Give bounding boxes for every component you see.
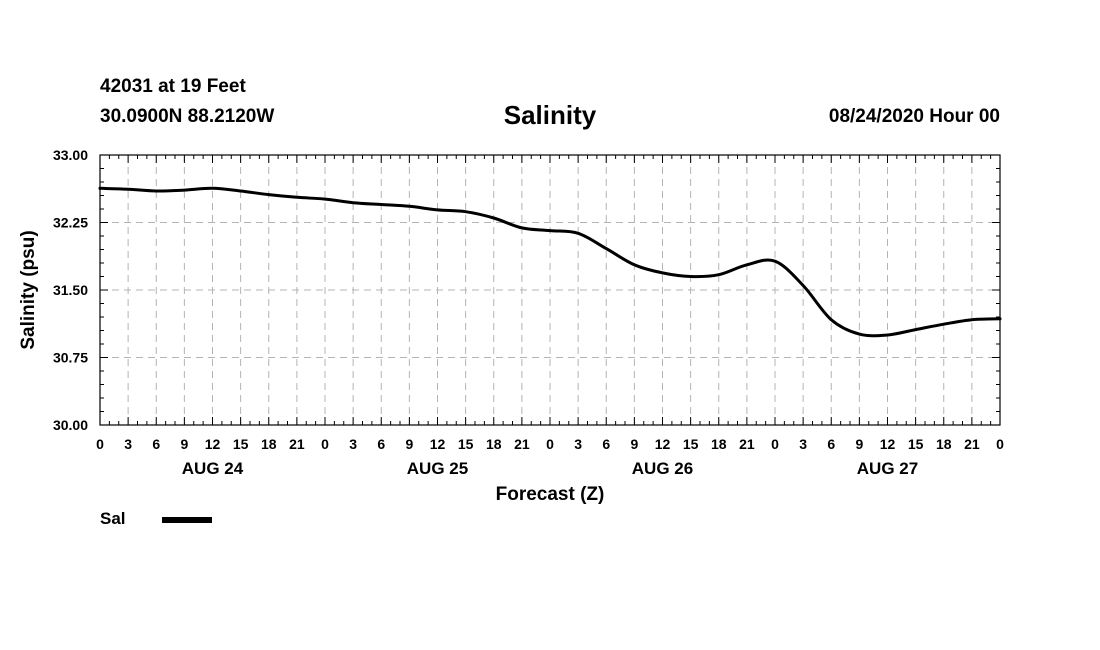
y-tick-label: 32.25 xyxy=(53,215,88,231)
x-tick-label: 12 xyxy=(205,436,221,452)
station-label: 42031 at 19 Feet xyxy=(100,76,246,97)
x-tick-label: 15 xyxy=(908,436,924,452)
issued-time-label: 08/24/2020 Hour 00 xyxy=(828,106,1000,127)
x-tick-label: 18 xyxy=(261,436,277,452)
grid xyxy=(100,155,1000,425)
x-tick-label: 12 xyxy=(880,436,896,452)
x-tick-label: 0 xyxy=(96,436,104,452)
day-label: AUG 25 xyxy=(407,459,468,478)
x-tick-label: 3 xyxy=(574,436,582,452)
x-tick-label: 9 xyxy=(180,436,188,452)
axis-ticks xyxy=(99,154,1001,426)
x-tick-label: 3 xyxy=(349,436,357,452)
x-tick-label: 21 xyxy=(964,436,980,452)
x-tick-label: 21 xyxy=(514,436,530,452)
x-tick-label: 6 xyxy=(602,436,610,452)
x-tick-label: 3 xyxy=(124,436,132,452)
x-tick-label: 0 xyxy=(771,436,779,452)
y-axis-title: Salinity (psu) xyxy=(18,230,39,349)
x-tick-label: 15 xyxy=(233,436,249,452)
x-tick-label: 12 xyxy=(430,436,446,452)
x-tick-label: 9 xyxy=(855,436,863,452)
x-tick-label: 9 xyxy=(405,436,413,452)
y-tick-label: 30.00 xyxy=(53,417,88,433)
x-tick-label: 0 xyxy=(546,436,554,452)
series-line-sal xyxy=(98,186,1002,338)
day-label: AUG 26 xyxy=(632,459,693,478)
x-tick-label: 15 xyxy=(683,436,699,452)
x-tick-label: 3 xyxy=(799,436,807,452)
legend-swatch xyxy=(162,517,212,523)
day-label: AUG 24 xyxy=(182,459,244,478)
chart-title: Salinity xyxy=(503,100,597,130)
x-tick-label: 9 xyxy=(630,436,638,452)
x-tick-label: 21 xyxy=(739,436,755,452)
x-tick-label: 18 xyxy=(936,436,952,452)
x-tick-label: 15 xyxy=(458,436,474,452)
y-tick-label: 33.00 xyxy=(53,147,88,163)
x-tick-label: 0 xyxy=(996,436,1004,452)
x-tick-label: 0 xyxy=(321,436,329,452)
coordinates-label: 30.0900N 88.2120W xyxy=(100,106,275,127)
day-label: AUG 27 xyxy=(857,459,918,478)
x-axis-title: Forecast (Z) xyxy=(496,484,605,505)
x-tick-label: 21 xyxy=(289,436,305,452)
x-tick-label: 18 xyxy=(486,436,502,452)
x-tick-label: 6 xyxy=(152,436,160,452)
x-tick-label: 12 xyxy=(655,436,671,452)
y-tick-label: 31.50 xyxy=(53,282,88,298)
y-tick-label: 30.75 xyxy=(53,350,88,366)
x-tick-label: 6 xyxy=(827,436,835,452)
x-tick-label: 18 xyxy=(711,436,727,452)
axis-labels: 0 3 6 9 12 15 18 21 0 3 6 9 12 15 18 21 0 3 6 9 12 15 18 21 0 3 6 9… xyxy=(53,147,1004,478)
legend-label: Sal xyxy=(100,509,126,528)
x-tick-label: 6 xyxy=(377,436,385,452)
